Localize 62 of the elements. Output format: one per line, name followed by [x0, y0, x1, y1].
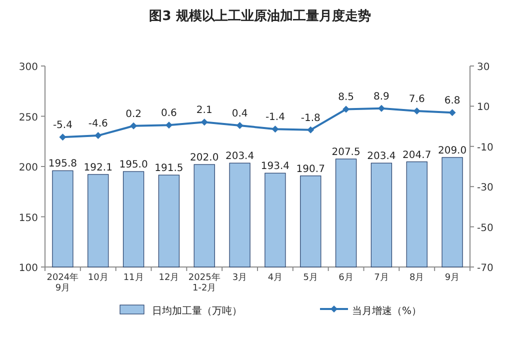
data-label: 193.4 [260, 161, 290, 172]
data-label: 195.0 [119, 160, 148, 171]
data-label: 6.8 [444, 96, 460, 107]
legend-label: 日均加工量（万吨） [152, 305, 242, 317]
data-label: 190.7 [296, 164, 325, 175]
point [200, 118, 208, 126]
data-label: 207.5 [332, 146, 360, 158]
data-label: 0.6 [161, 108, 177, 120]
x-tick-label: 10月 [88, 273, 108, 283]
x-tick-label: 12月 [158, 273, 180, 283]
point [165, 122, 172, 129]
x-tick-label: 11月 [123, 273, 144, 283]
legend-label: 当月增速（%） [352, 305, 422, 317]
x-tick-label: 2025年 1-2月 [188, 272, 220, 294]
data-label: 8.5 [338, 92, 354, 104]
data-label: 0.4 [232, 108, 248, 120]
point [130, 122, 138, 130]
data-label: 7.6 [408, 94, 425, 106]
x-tick-label: 7月 [374, 273, 389, 283]
point [59, 134, 66, 141]
y-tick-label: 150 [18, 212, 38, 224]
point [272, 126, 279, 133]
point [448, 109, 456, 116]
data-label: 203.4 [225, 151, 254, 162]
data-label: 2.1 [196, 105, 212, 116]
data-label: 209.0 [438, 145, 467, 156]
x-tick-label: 5月 [303, 273, 318, 283]
data-label: -4.6 [88, 118, 108, 130]
point [236, 122, 244, 129]
y-tick-label: 200 [18, 162, 38, 174]
y2-tick-label: 30 [477, 62, 490, 73]
x-tick-label: 4月 [268, 273, 283, 283]
data-label: 192.1 [84, 162, 112, 174]
data-label: 0.2 [126, 108, 142, 120]
x-tick-label: 2024年 9月 [46, 272, 79, 294]
data-label: -5.4 [52, 120, 72, 132]
y2-tick-label: 10 [477, 102, 490, 114]
point [94, 132, 102, 140]
x-tick-label: 8月 [410, 273, 424, 283]
y2-tick-label: -50 [477, 222, 494, 234]
data-label: 191.5 [154, 163, 184, 174]
x-tick-label: 6月 [338, 273, 354, 283]
x-tick-label: 9月 [444, 273, 460, 283]
data-label: 195.8 [48, 158, 78, 170]
y-tick-label: 300 [18, 62, 38, 73]
point [307, 126, 314, 134]
point [378, 104, 385, 112]
point [413, 108, 420, 115]
y-tick-label: 250 [18, 112, 38, 124]
data-label: 203.4 [367, 151, 396, 162]
y-tick-label: 100 [18, 263, 38, 274]
data-label: -1.4 [265, 112, 285, 124]
y2-tick-label: -70 [477, 263, 494, 274]
x-tick-label: 3月 [232, 273, 248, 283]
data-label: -1.8 [300, 112, 320, 124]
data-label: 8.9 [374, 91, 390, 102]
y2-tick-label: -30 [477, 182, 494, 194]
y2-tick-label: -10 [477, 142, 494, 154]
point [342, 106, 350, 113]
chart-title: 图3 规模以上工业原油加工量月度走势 [149, 8, 371, 24]
data-label: 204.7 [402, 150, 432, 161]
data-label: 202.0 [190, 152, 219, 164]
